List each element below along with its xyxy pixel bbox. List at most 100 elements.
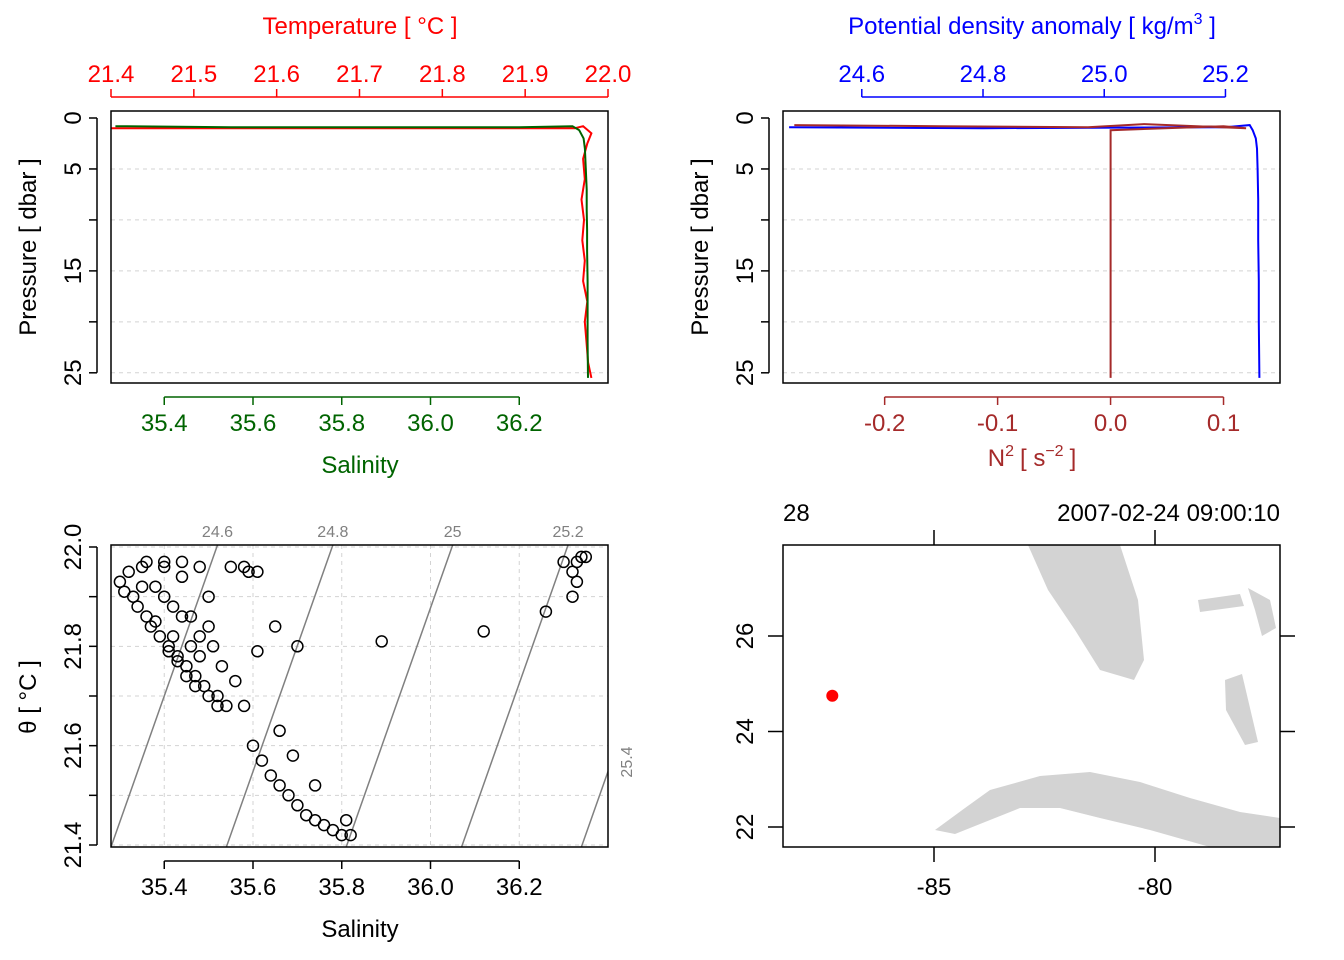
p2-density-title-close: ] <box>1203 13 1216 40</box>
p3-data-point <box>239 700 250 711</box>
p1-bottom-tick-label: 36.2 <box>496 410 543 437</box>
p4-x-tick-label: -85 <box>917 874 952 901</box>
p4-y-tick-label: 22 <box>732 814 759 841</box>
p2-top-tick-label: 24.8 <box>960 61 1007 88</box>
p1-series-temperature <box>111 126 591 378</box>
p2-n2-axis: -0.2 -0.1 0.0 0.1 <box>864 397 1240 437</box>
p3-isopycnal-label: 25.4 <box>619 746 636 777</box>
p2-plot-frame <box>783 111 1280 383</box>
p3-theta-axis: 21.4 21.6 21.8 22.0 <box>60 524 97 869</box>
panel-density-n2-profile: 24.6 24.8 25.0 25.2 -0.2 -0.1 0.0 0.1 0 5 15 25 P… <box>687 11 1280 472</box>
p3-salinity-axis: 35.4 35.6 35.8 36.0 36.2 <box>141 861 543 901</box>
p2-top-tick-label: 25.0 <box>1081 61 1128 88</box>
p4-y-tick-label: 26 <box>732 623 759 650</box>
p2-density-title-text: Potential density anomaly [ kg/m <box>848 13 1194 40</box>
p3-data-point <box>194 631 205 642</box>
p3-x-tick-label: 36.0 <box>407 874 454 901</box>
p3-data-point <box>256 755 267 766</box>
p3-data-point <box>230 676 241 687</box>
bahamas-island-south <box>1225 674 1258 745</box>
p3-grid <box>111 545 608 847</box>
p3-data-point <box>274 725 285 736</box>
p3-x-tick-label: 35.4 <box>141 874 188 901</box>
p3-salinity-label: Salinity <box>321 916 398 943</box>
p2-n2-label-units: [ s <box>1020 445 1045 472</box>
p3-data-point <box>177 571 188 582</box>
p2-bottom-tick-label: -0.2 <box>864 410 905 437</box>
p3-x-tick-label: 35.8 <box>318 874 365 901</box>
ctd-summary-figure: 21.4 21.5 21.6 21.7 21.8 21.9 22.0 35.4 35.6 35.… <box>0 0 1344 960</box>
p4-timestamp-label: 2007-02-24 09:00:10 <box>1057 500 1280 527</box>
p1-y-tick-label: 15 <box>60 258 87 285</box>
p3-data-point <box>341 815 352 826</box>
p3-isopycnal-label: 25.2 <box>552 524 583 541</box>
p3-data-point <box>216 661 227 672</box>
p1-top-tick-label: 21.9 <box>502 61 549 88</box>
panel-temp-salinity-profile: 21.4 21.5 21.6 21.7 21.8 21.9 22.0 35.4 35.6 35.… <box>15 13 631 479</box>
p2-top-tick-label: 24.6 <box>838 61 885 88</box>
station-location-marker <box>826 690 838 702</box>
p1-y-tick-label: 0 <box>60 111 87 124</box>
p1-grid <box>111 169 608 373</box>
bahamas-island-north <box>1198 594 1244 612</box>
p2-y-tick-label: 5 <box>732 162 759 175</box>
p1-bottom-tick-label: 35.4 <box>141 410 188 437</box>
p2-series-potential-density-anomaly <box>789 125 1259 378</box>
p2-bottom-tick-label: 0.0 <box>1094 410 1127 437</box>
p3-data-point <box>287 750 298 761</box>
p2-y-tick-label: 0 <box>732 111 759 124</box>
p1-bottom-tick-label: 36.0 <box>407 410 454 437</box>
p3-isopycnal-label: 25 <box>444 524 462 541</box>
p2-density-title-sup: 3 <box>1194 11 1203 28</box>
p4-x-tick-label: -80 <box>1138 874 1173 901</box>
p3-y-tick-label: 22.0 <box>60 524 87 571</box>
p2-pressure-label: Pressure [ dbar ] <box>687 158 714 335</box>
p1-pressure-label: Pressure [ dbar ] <box>15 158 42 335</box>
p2-density-axis: 24.6 24.8 25.0 25.2 <box>838 61 1248 97</box>
p2-pressure-axis: 0 5 15 25 <box>732 111 769 386</box>
p2-y-tick-label: 25 <box>732 359 759 386</box>
p3-data-point <box>270 621 281 632</box>
p3-data-point <box>310 780 321 791</box>
p3-data-point <box>274 780 285 791</box>
p2-n2-label-close: ] <box>1070 445 1077 472</box>
panel-station-map: -85 -80 222426 28 2007-02-24 09:00:10 <box>732 500 1295 901</box>
p3-x-tick-label: 35.6 <box>230 874 277 901</box>
p3-data-point <box>225 561 236 572</box>
p3-data-point <box>376 636 387 647</box>
p1-y-tick-label: 5 <box>60 162 87 175</box>
p1-bottom-tick-label: 35.8 <box>318 410 365 437</box>
p1-series-lines <box>111 126 591 378</box>
p3-x-tick-label: 36.2 <box>496 874 543 901</box>
p1-pressure-axis: 0 5 15 25 <box>60 111 97 386</box>
p3-data-point <box>123 566 134 577</box>
p3-data-point <box>194 651 205 662</box>
p3-data-point <box>168 601 179 612</box>
p1-top-tick-label: 21.5 <box>170 61 217 88</box>
p3-data-point <box>265 770 276 781</box>
p2-n2-label: N2 [ s−2] <box>988 443 1077 472</box>
p3-isopycnal-label: 24.6 <box>202 524 233 541</box>
p2-top-tick-label: 25.2 <box>1202 61 1249 88</box>
p1-top-tick-label: 22.0 <box>585 61 632 88</box>
p3-data-point <box>154 631 165 642</box>
p3-data-point <box>194 561 205 572</box>
p1-salinity-label: Salinity <box>321 452 398 479</box>
p1-top-tick-label: 21.7 <box>336 61 383 88</box>
p3-data-point <box>292 800 303 811</box>
p2-series-lines <box>789 124 1259 378</box>
cuba-landmass <box>935 772 1280 847</box>
p3-y-tick-label: 21.4 <box>60 822 87 869</box>
p3-y-tick-label: 21.8 <box>60 623 87 670</box>
p1-top-tick-label: 21.6 <box>253 61 300 88</box>
p2-bottom-tick-label: -0.1 <box>977 410 1018 437</box>
p2-y-tick-label: 15 <box>732 258 759 285</box>
p1-top-tick-label: 21.4 <box>88 61 135 88</box>
p1-temperature-title: Temperature [ °C ] <box>263 13 458 40</box>
p3-data-point <box>203 621 214 632</box>
p1-salinity-axis: 35.4 35.6 35.8 36.0 36.2 <box>141 397 543 437</box>
p1-plot-frame <box>111 111 608 383</box>
p3-data-point <box>177 556 188 567</box>
p2-n2-label-sup: 2 <box>1005 443 1014 460</box>
p1-temperature-axis: 21.4 21.5 21.6 21.7 21.8 21.9 22.0 <box>88 61 632 97</box>
